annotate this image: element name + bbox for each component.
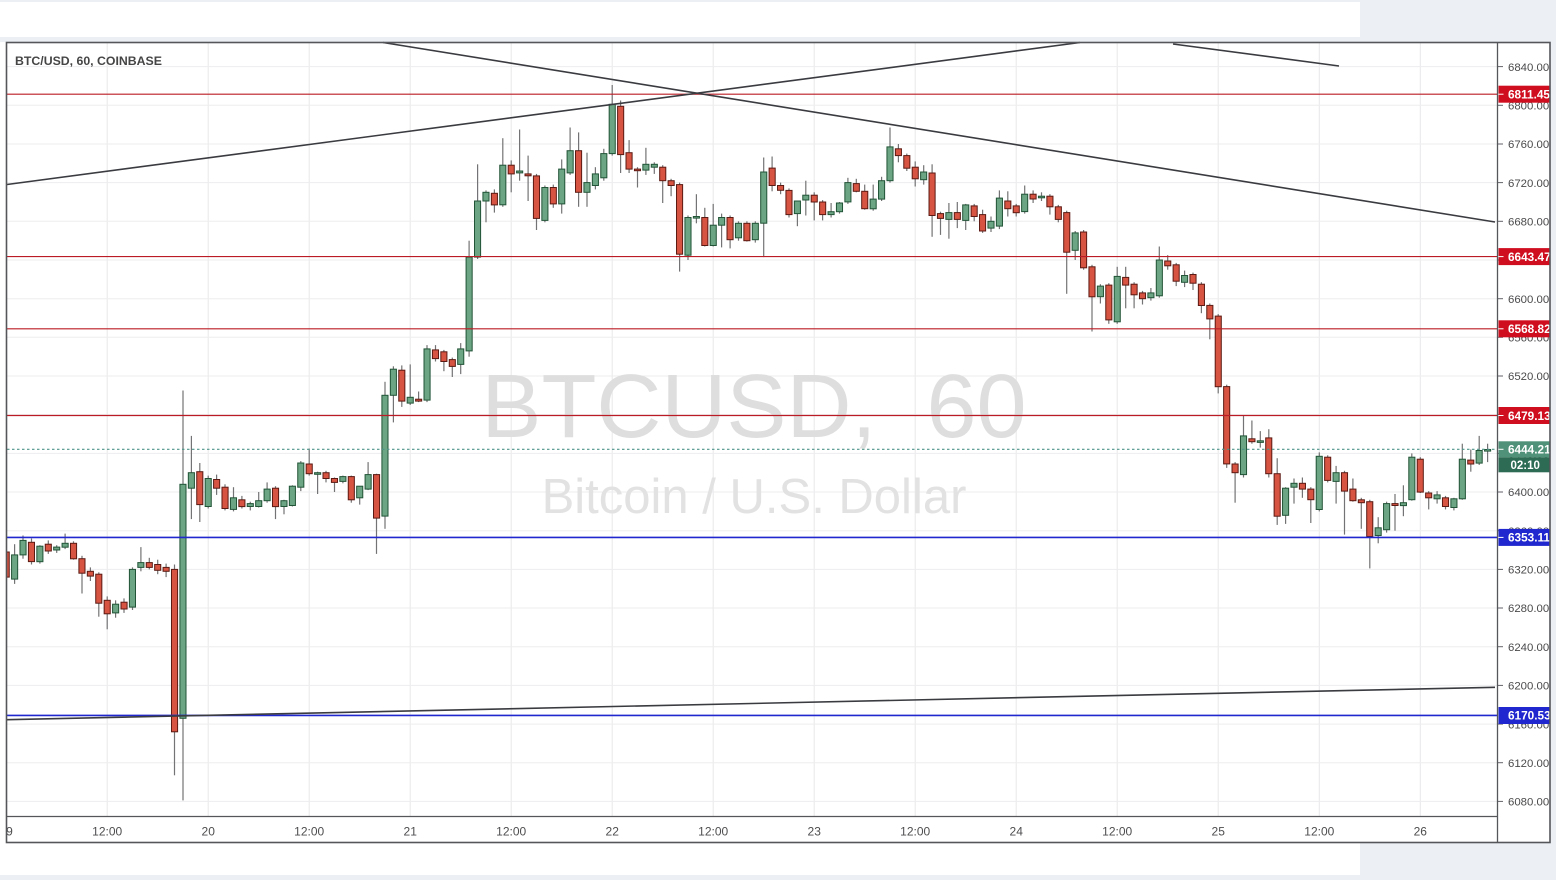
svg-text:6840.00: 6840.00: [1508, 62, 1549, 74]
svg-text:6120.00: 6120.00: [1508, 758, 1549, 770]
svg-text:6280.00: 6280.00: [1508, 603, 1549, 615]
svg-text:6568.82: 6568.82: [1508, 322, 1551, 336]
svg-text:6400.00: 6400.00: [1508, 487, 1549, 499]
svg-text:26: 26: [1414, 825, 1428, 839]
svg-text:6811.45: 6811.45: [1508, 88, 1550, 102]
svg-text:6080.00: 6080.00: [1508, 797, 1549, 809]
svg-text:21: 21: [404, 825, 418, 839]
svg-text:6680.00: 6680.00: [1508, 217, 1549, 229]
svg-text:6170.53: 6170.53: [1508, 708, 1551, 722]
svg-text:6600.00: 6600.00: [1508, 294, 1549, 306]
svg-text:6200.00: 6200.00: [1508, 681, 1549, 693]
svg-text:6800.00: 6800.00: [1508, 101, 1549, 113]
svg-text:22: 22: [606, 825, 620, 839]
svg-text:Bitcoin / U.S. Dollar: Bitcoin / U.S. Dollar: [542, 470, 967, 524]
svg-text:12:00: 12:00: [1102, 825, 1132, 839]
svg-text:20: 20: [202, 825, 216, 839]
svg-text:6353.11: 6353.11: [1508, 531, 1550, 545]
svg-text:02:10: 02:10: [1511, 460, 1540, 472]
svg-text:6479.13: 6479.13: [1508, 409, 1551, 423]
svg-text:25: 25: [1212, 825, 1226, 839]
svg-text:23: 23: [808, 825, 822, 839]
svg-text:24: 24: [1010, 825, 1024, 839]
svg-text:12:00: 12:00: [92, 825, 122, 839]
svg-text:6760.00: 6760.00: [1508, 139, 1549, 151]
svg-text:9: 9: [6, 825, 13, 839]
svg-text:BTC/USD, 60, COINBASE: BTC/USD, 60, COINBASE: [15, 54, 162, 68]
svg-text:6444.21: 6444.21: [1508, 443, 1551, 457]
svg-text:6520.00: 6520.00: [1508, 371, 1549, 383]
svg-text:12:00: 12:00: [900, 825, 930, 839]
svg-text:12:00: 12:00: [294, 825, 324, 839]
svg-text:6240.00: 6240.00: [1508, 642, 1549, 654]
svg-text:6720.00: 6720.00: [1508, 178, 1549, 190]
svg-text:12:00: 12:00: [496, 825, 526, 839]
svg-text:BTCUSD, 60: BTCUSD, 60: [481, 357, 1026, 457]
svg-text:12:00: 12:00: [1304, 825, 1334, 839]
svg-text:6643.47: 6643.47: [1508, 250, 1551, 264]
svg-text:12:00: 12:00: [698, 825, 728, 839]
svg-text:6320.00: 6320.00: [1508, 565, 1549, 577]
